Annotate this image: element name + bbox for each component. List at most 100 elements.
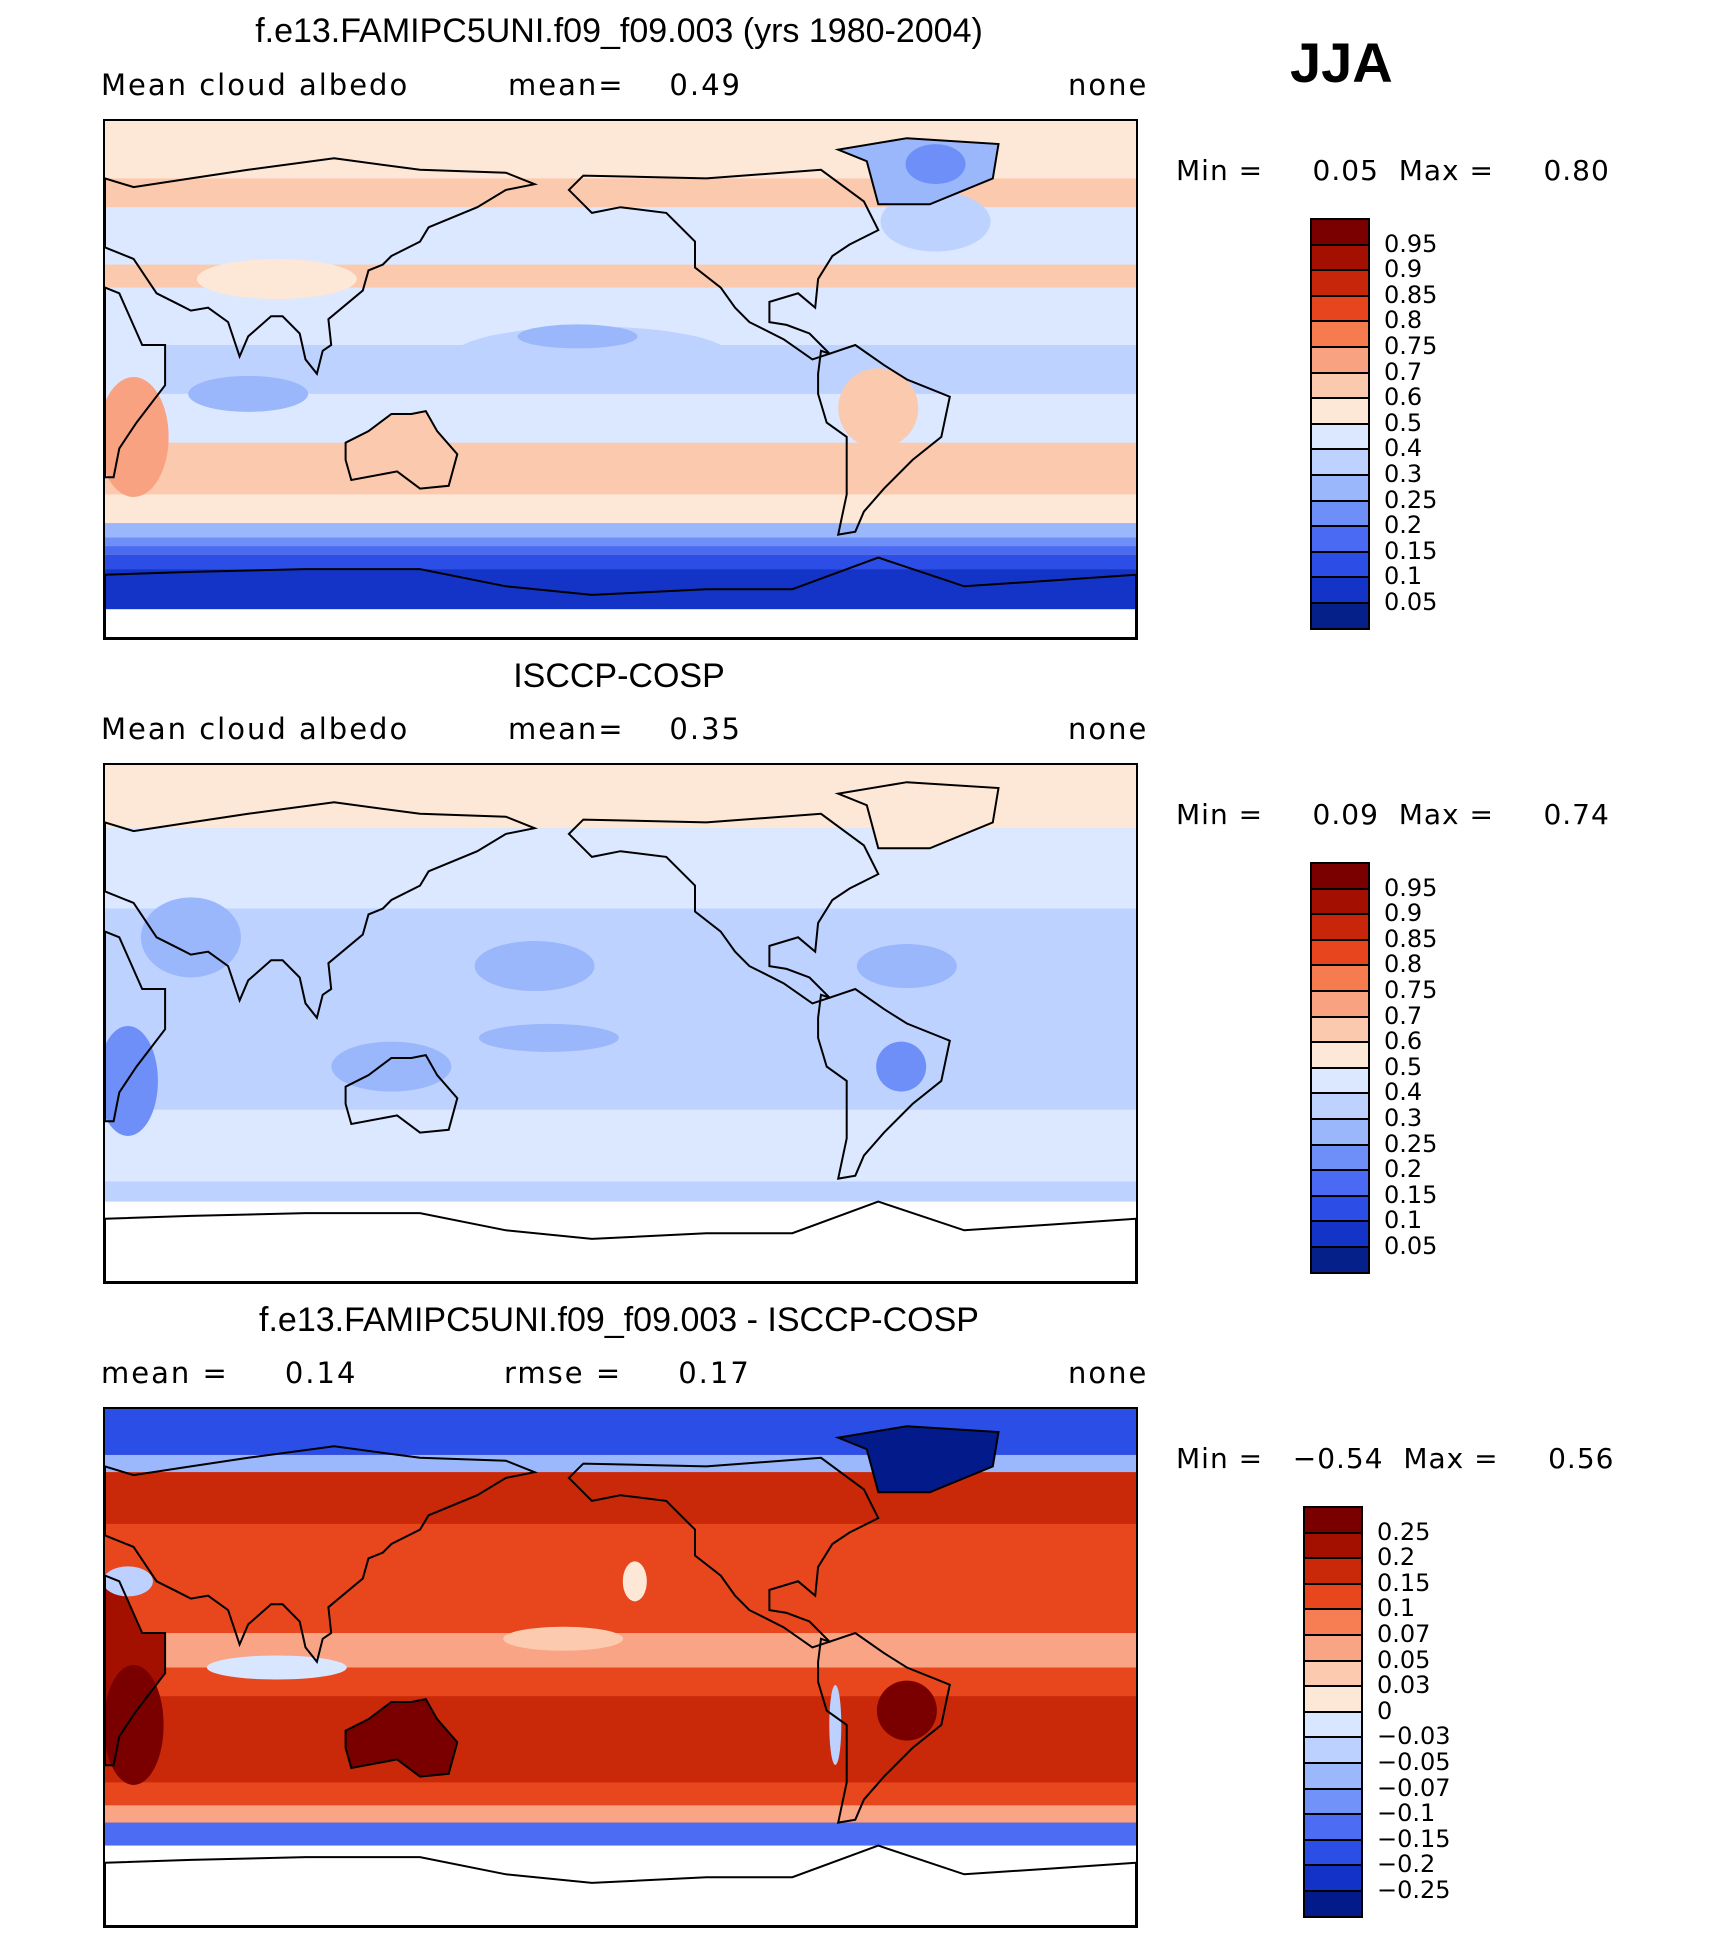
missing-data-region-2: [105, 1201, 1136, 1282]
p1-southern-4: [105, 569, 1136, 610]
colorbar-2-label-9: −0.05: [1377, 1748, 1451, 1776]
colorbar-2-box-2: [1303, 1557, 1363, 1585]
colorbar-2-box-12: [1303, 1813, 1363, 1841]
p2-tropics: [105, 994, 1136, 1110]
colorbar-1-box-8: [1310, 1066, 1370, 1095]
panel-1-units-label: none: [1068, 68, 1149, 102]
colorbar-0-label-11: 0.2: [1384, 511, 1423, 540]
colorbar-0-label-7: 0.5: [1384, 408, 1423, 437]
colorbar-1-label-4: 0.75: [1384, 976, 1438, 1004]
panel-1-mean-label: mean= 0.49: [508, 68, 742, 102]
coastline-antarctica: [105, 1200, 1136, 1282]
colorbar-0-box-2: [1310, 269, 1370, 297]
coastlines-2: [105, 781, 1136, 1282]
colorbar-2-label-0: 0.25: [1377, 1517, 1431, 1546]
colorbar-2-box-7: [1303, 1685, 1363, 1713]
colorbar-2-label-11: −0.1: [1377, 1799, 1436, 1828]
panel-2-map: [103, 763, 1138, 1284]
colorbar-2-label-3: 0.1: [1377, 1594, 1416, 1623]
coastline-eurasia: [105, 1445, 539, 1665]
colorbar-1-box-15: [1310, 1246, 1370, 1274]
p3-midlat-north: [105, 1472, 1136, 1524]
coastline-namerica: [567, 168, 880, 361]
colorbar-2-box-15: [1303, 1890, 1363, 1918]
panel-1-title: f.e13.FAMIPC5UNI.f09_f09.003 (yrs 1980-2…: [255, 12, 983, 50]
p3-southern-africa: [105, 1664, 164, 1785]
colorbar-2-label-1: 0.2: [1377, 1543, 1416, 1572]
p2-south-midlat: [105, 1109, 1136, 1182]
colorbar-1-box-11: [1310, 1143, 1370, 1172]
panel-3-mean-label: mean = 0.14: [101, 1356, 358, 1390]
colorbar-0-label-13: 0.1: [1384, 562, 1423, 591]
colorbar-0-box-8: [1310, 422, 1370, 451]
p2-equator-pacific: [478, 1023, 619, 1052]
colorbar-1-label-6: 0.6: [1384, 1027, 1423, 1056]
panel-2-minmax: Min = 0.09 Max = 0.74: [1176, 798, 1610, 831]
panel-2-units-label: none: [1068, 712, 1149, 746]
colorbar-1-box-14: [1310, 1220, 1370, 1248]
p1-pacific-warm-pool: [517, 324, 638, 349]
colorbar-1-box-5: [1310, 990, 1370, 1018]
coastline-australia: [344, 1053, 459, 1134]
colorbar-0-box-5: [1310, 346, 1370, 374]
colorbar-2-label-5: 0.05: [1377, 1645, 1431, 1674]
colorbar-1-label-11: 0.2: [1384, 1155, 1423, 1184]
colorbar-2-box-11: [1303, 1787, 1363, 1816]
coastline-greenland: [834, 1425, 1000, 1494]
missing-data-region-1: [105, 609, 1136, 638]
p1-tibet: [196, 258, 357, 299]
colorbar-1-box-7: [1310, 1041, 1370, 1069]
colorbar-1-label-13: 0.1: [1384, 1206, 1423, 1235]
coastline-namerica: [567, 1456, 880, 1649]
p3-greenland-fill: [838, 1426, 999, 1493]
colorbar-2-label-12: −0.15: [1377, 1824, 1451, 1853]
panel-1-variable-label: Mean cloud albedo: [101, 68, 410, 102]
colorbar-1-label-7: 0.5: [1384, 1052, 1423, 1081]
p3-equator-pacific: [503, 1626, 624, 1651]
colorbar-0-label-6: 0.6: [1384, 383, 1423, 412]
p1-itcz-pacific: [451, 326, 732, 387]
panel-1-map: [103, 119, 1138, 640]
coastline-greenland: [834, 781, 1000, 850]
p2-midlat-north: [105, 828, 1136, 909]
colorbar-1-box-3: [1310, 938, 1370, 967]
colorbar-0-box-9: [1310, 448, 1370, 476]
colorbar-0-box-11: [1310, 499, 1370, 528]
p2-southern-africa: [105, 1025, 158, 1136]
colorbar-0-label-10: 0.25: [1384, 485, 1438, 514]
coastlines-1: [105, 137, 1136, 638]
colorbar-1-label-5: 0.7: [1384, 1001, 1423, 1030]
p1-australia-fill: [345, 411, 458, 489]
p3-brazil: [876, 1680, 937, 1741]
colorbar-1-label-1: 0.9: [1384, 899, 1423, 928]
colorbar-1-box-0: [1310, 862, 1370, 890]
panel-1-minmax: Min = 0.05 Max = 0.80: [1176, 154, 1610, 187]
coastlines-3: [105, 1425, 1136, 1926]
colorbar-2-box-8: [1303, 1710, 1363, 1739]
p2-atlantic: [856, 944, 957, 989]
coastline-australia: [344, 409, 459, 490]
p2-brazil: [876, 1041, 927, 1092]
p3-storm-track: [105, 1805, 1136, 1823]
p3-andes: [829, 1684, 842, 1765]
coastline-australia: [344, 1697, 459, 1778]
colorbar-2-label-6: 0.03: [1377, 1671, 1431, 1700]
p2-southern-1: [105, 1181, 1136, 1202]
p3-sahara-blob: [105, 1566, 153, 1597]
coastline-antarctica: [105, 556, 1136, 638]
colorbar-0-label-14: 0.05: [1384, 588, 1438, 616]
colorbar-2-box-6: [1303, 1659, 1363, 1688]
colorbar-0-box-4: [1310, 320, 1370, 348]
colorbar-0-box-0: [1310, 218, 1370, 246]
colorbar-1-box-12: [1310, 1169, 1370, 1197]
season-label: JJA: [1290, 31, 1393, 94]
colorbar-0-box-15: [1310, 602, 1370, 630]
colorbar-1-label-9: 0.3: [1384, 1104, 1423, 1132]
colorbar-2-label-4: 0.07: [1377, 1620, 1431, 1648]
colorbar-0-box-13: [1310, 550, 1370, 579]
colorbar-1-label-12: 0.15: [1384, 1180, 1438, 1209]
colorbar-2-box-4: [1303, 1608, 1363, 1636]
p1-greenland-core: [905, 144, 966, 185]
colorbar-2-box-10: [1303, 1762, 1363, 1790]
colorbar-0-label-2: 0.85: [1384, 280, 1438, 309]
